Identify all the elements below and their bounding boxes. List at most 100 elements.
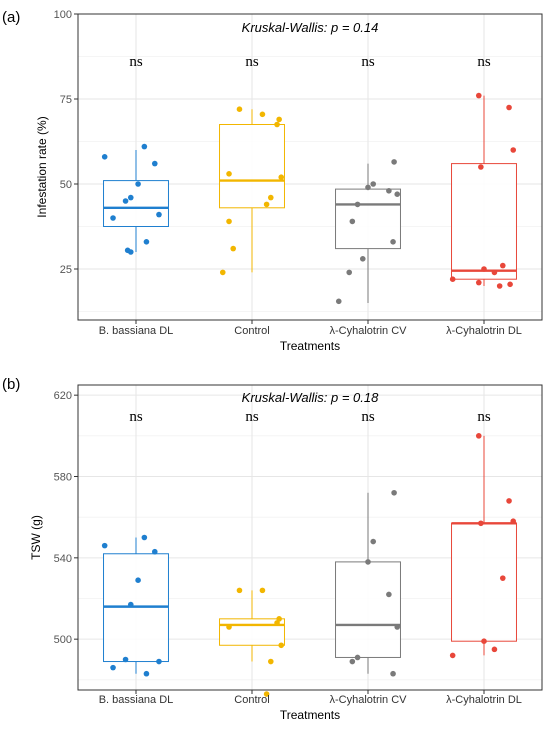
data-point [478, 164, 484, 170]
y-tick-label: 540 [54, 553, 72, 565]
box [335, 188, 401, 250]
significance-label: ns [245, 54, 259, 70]
data-point [226, 624, 232, 630]
x-tick-label: λ-Cyhalotrin CV [329, 325, 407, 337]
data-point [346, 269, 353, 276]
box-group [219, 587, 285, 697]
data-point [135, 577, 141, 583]
x-tick-label: λ-Cyhalotrin CV [329, 694, 407, 706]
plot-border [77, 384, 543, 691]
significance-label: ns [245, 409, 259, 425]
y-axis-title: Infestation rate (%) [35, 116, 49, 217]
x-tick-label: Control [234, 694, 269, 706]
data-point [359, 255, 366, 262]
data-point [506, 498, 512, 504]
x-axis-title: Treatments [280, 708, 340, 722]
data-point [491, 269, 498, 276]
data-point [499, 262, 506, 269]
data-point [101, 542, 108, 549]
data-point [236, 106, 243, 112]
box-group [449, 92, 517, 289]
panel-label: (a) [2, 9, 20, 26]
data-point [478, 520, 484, 527]
data-point [394, 624, 401, 630]
x-tick-label: λ-Cyhalotrin DL [446, 694, 522, 706]
box-group [219, 106, 285, 276]
data-point [141, 143, 148, 150]
data-point [349, 658, 356, 665]
data-point [354, 201, 361, 208]
data-point [349, 218, 356, 225]
data-point [391, 159, 397, 165]
kruskal-wallis-annotation: Kruskal-Wallis: p = 0.14 [242, 20, 379, 35]
x-tick-label: λ-Cyhalotrin DL [446, 325, 522, 337]
data-point [390, 670, 396, 677]
data-point [143, 670, 150, 677]
data-point [122, 656, 129, 663]
data-point [141, 534, 148, 541]
box [335, 561, 401, 658]
data-point [507, 281, 513, 288]
y-tick-label: 580 [54, 472, 72, 484]
data-point [127, 601, 134, 608]
y-tick-label: 75 [60, 94, 72, 106]
data-point [278, 174, 285, 180]
data-point [156, 658, 162, 665]
data-point [506, 104, 512, 111]
data-point [475, 279, 482, 286]
data-point [110, 664, 116, 671]
data-point [370, 538, 377, 545]
y-tick-label: 25 [60, 264, 72, 276]
data-point [143, 239, 150, 245]
data-point [274, 620, 280, 626]
y-axis-title: TSW (g) [29, 515, 43, 560]
box [219, 124, 285, 209]
data-point [390, 239, 396, 245]
data-point [267, 658, 274, 665]
x-tick-label: Control [234, 325, 269, 337]
data-point [267, 194, 274, 201]
data-point [276, 116, 282, 123]
data-point [278, 642, 285, 649]
data-point [510, 147, 517, 153]
y-tick-label: 100 [54, 9, 72, 21]
box-group [101, 534, 169, 677]
significance-label: ns [477, 409, 491, 425]
data-point [449, 652, 456, 659]
significance-label: ns [129, 409, 143, 425]
data-point [510, 518, 517, 525]
box-group [449, 433, 517, 659]
data-point [335, 298, 342, 305]
data-point [156, 211, 162, 218]
data-point [475, 92, 482, 99]
box [451, 522, 517, 642]
data-point [259, 587, 266, 594]
data-point [101, 154, 108, 160]
data-point [499, 575, 506, 581]
data-point [365, 184, 371, 191]
data-point [391, 489, 397, 496]
data-point [259, 111, 266, 118]
data-point [236, 587, 243, 594]
kruskal-wallis-annotation: Kruskal-Wallis: p = 0.18 [242, 390, 379, 405]
data-point [127, 194, 134, 201]
x-tick-label: B. bassiana DL [99, 694, 174, 706]
data-point [151, 160, 158, 167]
data-point [263, 201, 270, 208]
data-point [496, 283, 503, 289]
panel-a: (a) 25 50 75 100 Kruskal-Wallis: p = 0.14 ns B.… [2, 9, 543, 353]
significance-label: ns [477, 54, 491, 70]
data-point [151, 548, 158, 555]
significance-label: ns [129, 54, 143, 70]
data-point [226, 218, 232, 225]
data-point [127, 249, 134, 255]
data-point [274, 121, 280, 128]
data-point [122, 198, 129, 204]
data-point [226, 171, 232, 177]
data-point [491, 646, 498, 653]
box-group [335, 489, 401, 677]
panel-label: (b) [2, 376, 20, 393]
data-point [219, 269, 226, 276]
data-point [481, 266, 487, 272]
data-point [386, 188, 392, 194]
